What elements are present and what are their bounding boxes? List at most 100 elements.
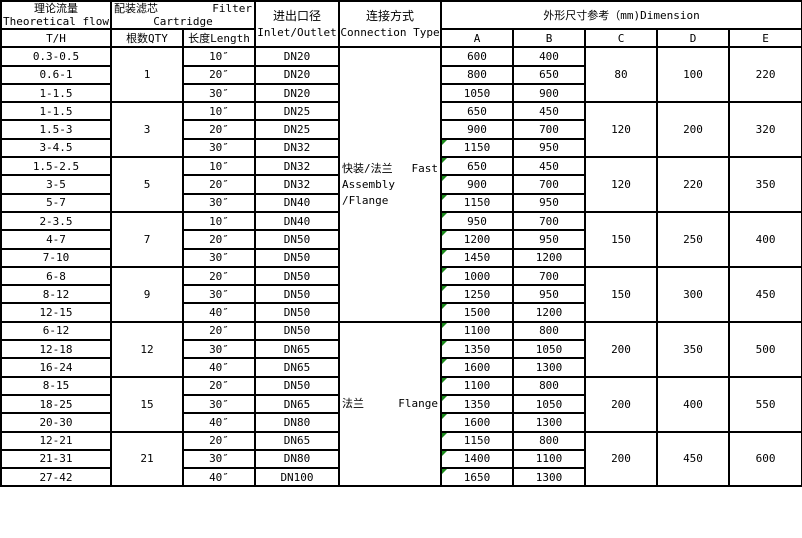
inlet-outlet-cell[interactable]: DN80 <box>254 412 340 433</box>
flow-cell[interactable]: 7-10 <box>0 247 112 268</box>
qty-cell[interactable]: 5 <box>110 156 184 213</box>
dim-a-cell[interactable]: 900 <box>440 119 514 140</box>
qty-cell[interactable]: 12 <box>110 320 184 378</box>
dim-c-cell[interactable]: 120 <box>584 156 658 213</box>
inlet-outlet-cell[interactable]: DN80 <box>254 448 340 470</box>
flow-cell[interactable]: 5-7 <box>0 192 112 213</box>
dim-e-cell[interactable]: 220 <box>727 46 802 104</box>
dim-b-cell[interactable]: 650 <box>512 64 586 85</box>
length-cell[interactable]: 20″ <box>182 174 256 195</box>
inlet-outlet-cell[interactable]: DN20 <box>254 64 340 85</box>
length-cell[interactable]: 40″ <box>182 302 256 323</box>
flow-cell[interactable]: 21-31 <box>0 448 112 470</box>
flow-cell[interactable]: 1-1.5 <box>0 82 112 104</box>
inlet-outlet-cell[interactable]: DN50 <box>254 284 340 305</box>
dim-b-cell[interactable]: 800 <box>512 320 586 342</box>
inlet-outlet-cell[interactable]: DN65 <box>254 339 340 360</box>
qty-cell[interactable]: 7 <box>110 210 184 268</box>
dim-a-cell[interactable]: 1500 <box>440 302 514 323</box>
dim-b-cell[interactable]: 950 <box>512 229 586 250</box>
length-cell[interactable]: 10″ <box>182 46 256 67</box>
header-qty[interactable]: 根数QTY <box>110 27 184 49</box>
dim-e-cell[interactable]: 400 <box>727 210 802 268</box>
dim-b-cell[interactable]: 1100 <box>512 448 586 470</box>
dim-e-cell[interactable]: 600 <box>727 430 802 488</box>
dim-d-cell[interactable]: 350 <box>656 320 730 378</box>
qty-cell[interactable]: 9 <box>110 265 184 323</box>
length-cell[interactable]: 20″ <box>182 320 256 342</box>
header-length[interactable]: 长度Length <box>182 27 256 49</box>
length-cell[interactable]: 30″ <box>182 192 256 213</box>
length-cell[interactable]: 10″ <box>182 156 256 177</box>
length-cell[interactable]: 20″ <box>182 119 256 140</box>
qty-cell[interactable]: 15 <box>110 375 184 433</box>
dim-a-cell[interactable]: 1450 <box>440 247 514 268</box>
flow-cell[interactable]: 20-30 <box>0 412 112 433</box>
flow-cell[interactable]: 6-12 <box>0 320 112 342</box>
flow-cell[interactable]: 1.5-3 <box>0 119 112 140</box>
length-cell[interactable]: 30″ <box>182 82 256 104</box>
header-flow[interactable]: 理论流量 Theoretical flow <box>0 0 112 30</box>
header-inlet[interactable]: 进出口径 Inlet/Outlet <box>254 0 340 49</box>
dim-a-cell[interactable]: 1200 <box>440 229 514 250</box>
dim-a-cell[interactable]: 1250 <box>440 284 514 305</box>
flow-cell[interactable]: 12-21 <box>0 430 112 451</box>
dim-d-cell[interactable]: 450 <box>656 430 730 488</box>
length-cell[interactable]: 20″ <box>182 265 256 287</box>
dim-b-cell[interactable]: 700 <box>512 210 586 232</box>
dim-b-cell[interactable]: 1050 <box>512 393 586 415</box>
dim-a-cell[interactable]: 1600 <box>440 412 514 433</box>
dim-b-cell[interactable]: 700 <box>512 119 586 140</box>
inlet-outlet-cell[interactable]: DN65 <box>254 430 340 451</box>
length-cell[interactable]: 40″ <box>182 412 256 433</box>
dim-a-cell[interactable]: 1150 <box>440 192 514 213</box>
header-dim-e[interactable]: E <box>727 27 802 49</box>
dim-d-cell[interactable]: 100 <box>656 46 730 104</box>
length-cell[interactable]: 40″ <box>182 357 256 378</box>
inlet-outlet-cell[interactable]: DN65 <box>254 393 340 415</box>
dim-c-cell[interactable]: 120 <box>584 101 658 159</box>
flow-cell[interactable]: 8-15 <box>0 375 112 396</box>
dim-b-cell[interactable]: 1300 <box>512 357 586 378</box>
length-cell[interactable]: 30″ <box>182 247 256 268</box>
dim-b-cell[interactable]: 1200 <box>512 247 586 268</box>
flow-cell[interactable]: 16-24 <box>0 357 112 378</box>
dim-c-cell[interactable]: 200 <box>584 320 658 378</box>
dim-b-cell[interactable]: 450 <box>512 101 586 122</box>
flow-cell[interactable]: 0.6-1 <box>0 64 112 85</box>
inlet-outlet-cell[interactable]: DN50 <box>254 265 340 287</box>
length-cell[interactable]: 20″ <box>182 430 256 451</box>
dim-a-cell[interactable]: 1150 <box>440 137 514 159</box>
dim-d-cell[interactable]: 250 <box>656 210 730 268</box>
flow-cell[interactable]: 0.3-0.5 <box>0 46 112 67</box>
inlet-outlet-cell[interactable]: DN65 <box>254 357 340 378</box>
dim-a-cell[interactable]: 1000 <box>440 265 514 287</box>
inlet-outlet-cell[interactable]: DN25 <box>254 101 340 122</box>
inlet-outlet-cell[interactable]: DN50 <box>254 229 340 250</box>
dim-c-cell[interactable]: 80 <box>584 46 658 104</box>
header-dim-b[interactable]: B <box>512 27 586 49</box>
dim-c-cell[interactable]: 200 <box>584 430 658 488</box>
flow-cell[interactable]: 6-8 <box>0 265 112 287</box>
header-unit[interactable]: T/H <box>0 27 112 49</box>
length-cell[interactable]: 20″ <box>182 64 256 85</box>
flow-cell[interactable]: 18-25 <box>0 393 112 415</box>
dim-a-cell[interactable]: 1350 <box>440 339 514 360</box>
qty-cell[interactable]: 1 <box>110 46 184 104</box>
dim-b-cell[interactable]: 800 <box>512 430 586 451</box>
dim-b-cell[interactable]: 1200 <box>512 302 586 323</box>
dim-b-cell[interactable]: 700 <box>512 174 586 195</box>
flow-cell[interactable]: 3-5 <box>0 174 112 195</box>
length-cell[interactable]: 30″ <box>182 284 256 305</box>
dim-b-cell[interactable]: 450 <box>512 156 586 177</box>
dim-b-cell[interactable]: 700 <box>512 265 586 287</box>
connection-type-cell[interactable]: 法兰 Flange <box>338 320 442 488</box>
header-connection[interactable]: 连接方式 Connection Type <box>338 0 442 49</box>
header-dim-d[interactable]: D <box>656 27 730 49</box>
dim-a-cell[interactable]: 1400 <box>440 448 514 470</box>
dim-a-cell[interactable]: 1650 <box>440 467 514 488</box>
header-dimension[interactable]: 外形尺寸参考（mm)Dimension <box>439 0 802 30</box>
dim-d-cell[interactable]: 220 <box>656 156 730 213</box>
qty-cell[interactable]: 21 <box>110 430 184 488</box>
length-cell[interactable]: 10″ <box>182 101 256 122</box>
